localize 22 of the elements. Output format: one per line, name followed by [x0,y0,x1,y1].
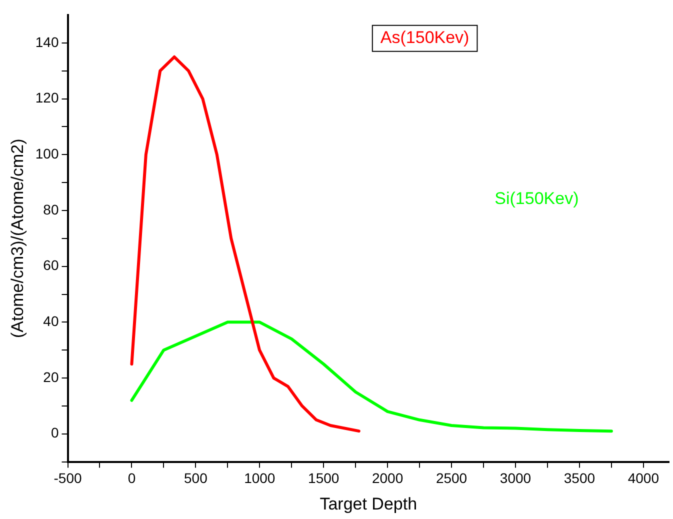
x-tick-label: 500 [184,470,208,486]
text: Si(150Kev) [494,188,579,208]
y-tick-label: 100 [35,145,59,162]
text: As(150Kev) [380,28,470,48]
y-tick-label: 0 [50,424,59,441]
x-tick-label: 2500 [436,470,468,486]
y-tick-label: 120 [35,90,59,106]
x-tick-label: 3000 [500,470,532,486]
x-tick-label: 4000 [628,470,660,486]
y-axis-title: (Atome/cm3)/(Atome/cm2) [8,138,27,338]
x-axis-title: Target Depth [320,494,418,514]
y-tick-label: 140 [35,34,59,50]
x-tick-label: 2000 [372,470,404,486]
x-tick-label: 1000 [244,470,276,486]
x-tick-label: 3500 [564,470,596,486]
x-tick-label: -500 [54,470,82,486]
y-tick-label: 60 [43,257,59,274]
y-tick-label: 20 [43,368,59,385]
x-tick-label: 1500 [308,470,340,486]
x-tick-label: 0 [128,470,136,486]
y-tick-label: 80 [43,201,59,218]
y-tick-label: 40 [43,313,59,330]
